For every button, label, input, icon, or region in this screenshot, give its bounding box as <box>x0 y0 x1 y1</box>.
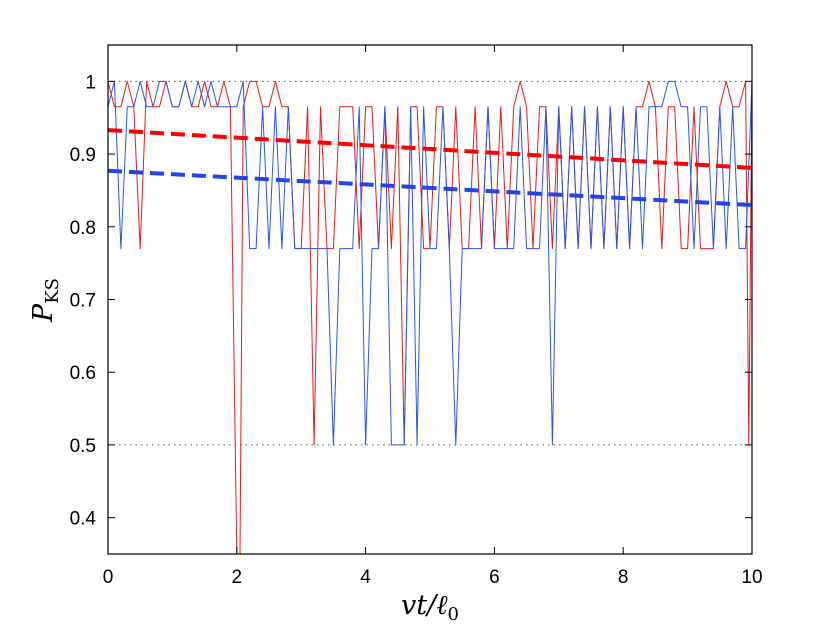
y-tick-label-1: 0.5 <box>70 436 96 457</box>
y-tick-label-6: 1 <box>85 72 96 93</box>
series-layer <box>107 80 753 555</box>
x-tick-label-3: 6 <box>489 567 500 588</box>
tick-labels: 0 2 4 6 8 10 0.4 0.5 0.6 0.7 0.8 0.9 1 <box>70 72 763 588</box>
series-line-1 <box>107 80 753 446</box>
y-tick-label-4: 0.8 <box>70 218 96 239</box>
y-tick-label-0: 0.4 <box>70 509 97 530</box>
x-tick-label-0: 0 <box>103 567 114 588</box>
axis-ticks <box>107 45 753 554</box>
x-tick-label-1: 2 <box>232 567 243 588</box>
series-line-3 <box>107 168 753 207</box>
y-tick-label-2: 0.6 <box>70 363 96 384</box>
y-tick-label-5: 0.9 <box>70 145 96 166</box>
series-line-2 <box>107 128 753 170</box>
x-tick-label-5: 10 <box>741 567 762 588</box>
y-tick-label-3: 0.7 <box>70 291 96 312</box>
x-tick-label-4: 8 <box>618 567 629 588</box>
x-tick-label-2: 4 <box>360 567 371 588</box>
